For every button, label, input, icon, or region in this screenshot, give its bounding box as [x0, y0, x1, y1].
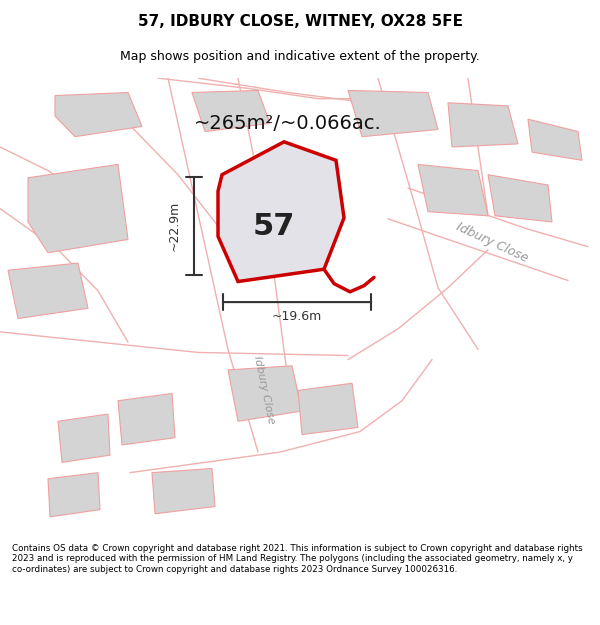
Polygon shape — [28, 164, 128, 252]
Polygon shape — [192, 91, 270, 131]
Text: ~265m²/~0.066ac.: ~265m²/~0.066ac. — [194, 114, 382, 133]
Text: Map shows position and indicative extent of the property.: Map shows position and indicative extent… — [120, 50, 480, 62]
Polygon shape — [418, 164, 488, 216]
Text: 57: 57 — [253, 212, 295, 241]
Polygon shape — [55, 92, 142, 137]
Text: Contains OS data © Crown copyright and database right 2021. This information is : Contains OS data © Crown copyright and d… — [12, 544, 583, 574]
Polygon shape — [348, 91, 438, 137]
Polygon shape — [48, 472, 100, 517]
Polygon shape — [118, 394, 175, 445]
Polygon shape — [218, 142, 344, 281]
Polygon shape — [228, 366, 302, 421]
Polygon shape — [488, 175, 552, 222]
Polygon shape — [448, 102, 518, 147]
Polygon shape — [58, 414, 110, 462]
Polygon shape — [528, 119, 582, 161]
Polygon shape — [298, 383, 358, 434]
Polygon shape — [8, 263, 88, 319]
Text: Idbury Close: Idbury Close — [454, 220, 530, 265]
Text: ~19.6m: ~19.6m — [272, 310, 322, 323]
Polygon shape — [152, 469, 215, 514]
Text: 57, IDBURY CLOSE, WITNEY, OX28 5FE: 57, IDBURY CLOSE, WITNEY, OX28 5FE — [137, 14, 463, 29]
Text: ~22.9m: ~22.9m — [167, 201, 181, 251]
Text: Idbury Close: Idbury Close — [252, 356, 276, 426]
